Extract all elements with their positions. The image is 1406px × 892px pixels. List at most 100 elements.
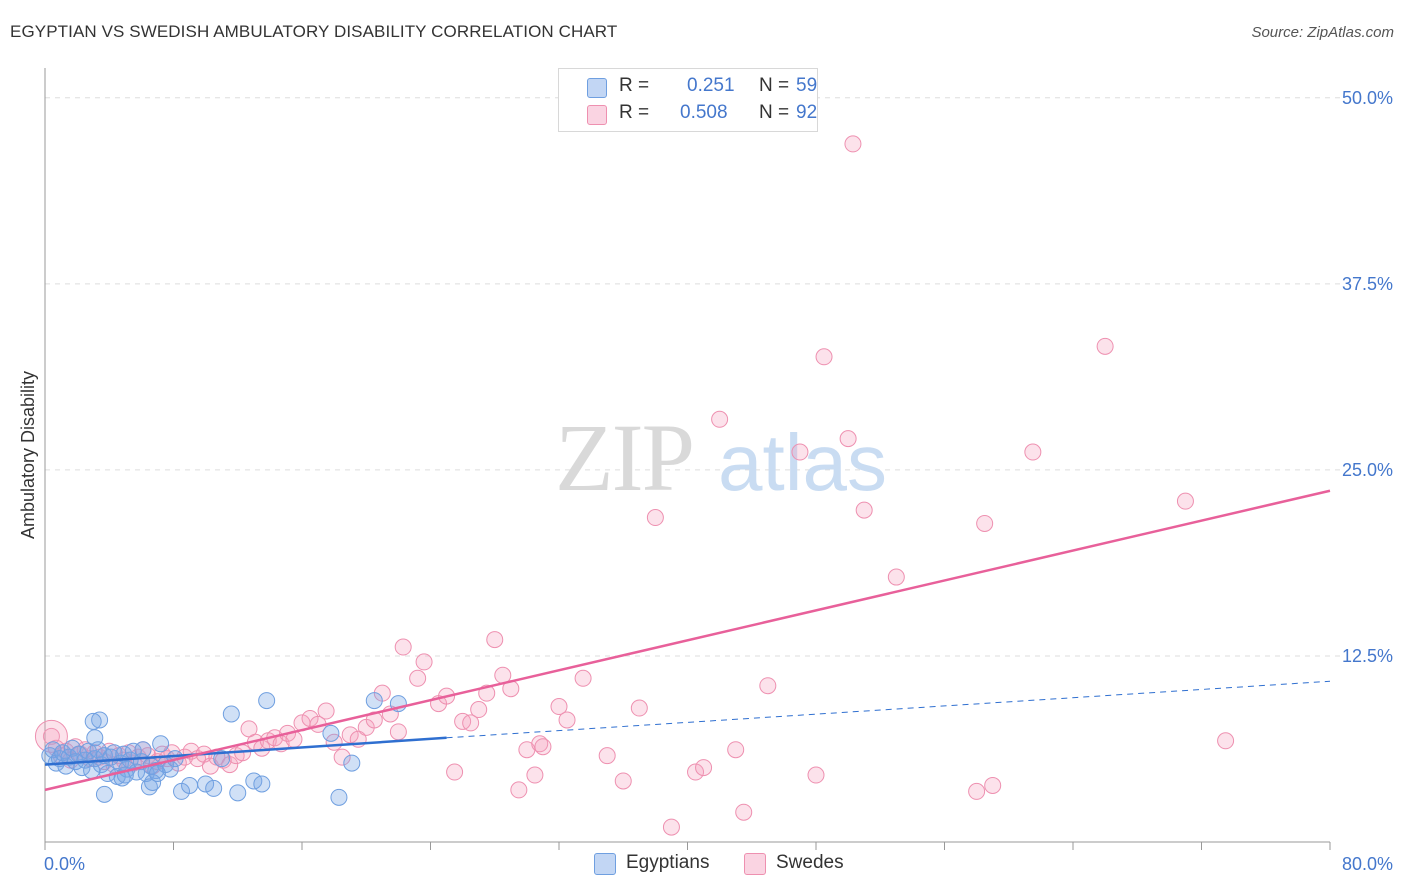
egyptian-point (181, 776, 199, 794)
swede-point (446, 763, 464, 781)
swede-point (844, 135, 862, 153)
egyptian-point (213, 750, 231, 768)
chart-title: EGYPTIAN VS SWEDISH AMBULATORY DISABILIT… (10, 22, 618, 41)
y-tick-label: 37.5% (1342, 274, 1393, 294)
grid-lines (45, 97, 1340, 657)
swede-point (574, 669, 592, 687)
swede-point (526, 766, 544, 784)
swede-point (470, 701, 488, 719)
r-value-swedes: 0.508 (680, 102, 728, 123)
swede-point (759, 677, 777, 695)
swede-point (976, 514, 994, 532)
swede-point (317, 702, 335, 720)
swede-point (646, 509, 664, 527)
swede-point (598, 747, 616, 765)
swede-point (887, 568, 905, 586)
swede-point (394, 638, 412, 656)
swede-point (968, 782, 986, 800)
egyptian-point (44, 741, 62, 759)
swede-point (791, 443, 809, 461)
swedes-swatch (587, 105, 607, 125)
swede-point (550, 698, 568, 716)
egyptian-point (84, 712, 102, 730)
axes (44, 68, 1331, 850)
swede-point (409, 669, 427, 687)
correlation-legend: R = 0.251 N = 59 R = 0.508 N = 92 (558, 68, 818, 132)
swede-point (711, 410, 729, 428)
x-tick-label: 80.0% (1342, 854, 1393, 874)
egyptians-trend-line (44, 736, 447, 766)
n-value-swedes: 92 (796, 102, 818, 123)
swedes-trend-line (44, 489, 1331, 792)
egyptians-swatch (587, 78, 607, 98)
egyptian-point (253, 775, 271, 793)
swedes-legend-swatch (744, 853, 766, 875)
n-value-egyptians: 59 (796, 75, 818, 96)
swede-point (614, 772, 632, 790)
egyptian-point (152, 735, 170, 753)
egyptian-point (258, 692, 276, 710)
swede-point (462, 714, 480, 732)
egyptians-legend-label: Egyptians (626, 852, 710, 873)
egyptian-point (330, 788, 348, 806)
egyptian-point (91, 711, 109, 729)
n-label: N = (759, 102, 790, 123)
y-tick-label: 50.0% (1342, 88, 1393, 108)
swede-point (839, 430, 857, 448)
swede-point (727, 741, 745, 759)
egyptian-point (144, 773, 162, 791)
egyptian-point (205, 779, 223, 797)
r-value-egyptians: 0.251 (687, 75, 735, 96)
egyptians-points (41, 692, 407, 806)
swede-point (1176, 492, 1194, 510)
swede-point (558, 711, 576, 729)
swede-point (1096, 337, 1114, 355)
y-tick-label: 25.0% (1342, 460, 1393, 480)
egyptian-point (95, 785, 113, 803)
swede-point (510, 781, 528, 799)
swede-point (630, 699, 648, 717)
swede-point (735, 803, 753, 821)
swede-point (662, 818, 680, 836)
swede-point (365, 711, 383, 729)
r-label: R = (619, 75, 650, 96)
swede-point (389, 723, 407, 741)
source-label: Source: ZipAtlas.com (1251, 24, 1394, 41)
n-label: N = (759, 75, 790, 96)
egyptian-point (343, 754, 361, 772)
egyptian-point (222, 705, 240, 723)
swede-point (534, 738, 552, 756)
egyptian-point (148, 765, 166, 783)
swede-point (1024, 443, 1042, 461)
swede-point (695, 759, 713, 777)
egyptian-point (365, 692, 383, 710)
swede-point (1217, 732, 1235, 750)
x-tick-label: 0.0% (44, 854, 85, 874)
egyptian-point (86, 729, 104, 747)
swede-point (531, 735, 549, 753)
swede-point (815, 348, 833, 366)
y-axis-label: Ambulatory Disability (18, 371, 38, 539)
egyptian-point (63, 739, 81, 757)
swede-point (807, 766, 825, 784)
egyptian-point (197, 775, 215, 793)
egyptian-point (134, 741, 152, 759)
swede-point (341, 726, 359, 744)
egyptians-trend-extension (446, 680, 1331, 739)
watermark-zip: ZIP (555, 404, 693, 511)
swede-point (687, 763, 705, 781)
egyptian-point (322, 724, 340, 742)
r-label: R = (619, 102, 650, 123)
swede-point (984, 776, 1002, 794)
watermark-atlas: atlas (718, 418, 887, 507)
swedes-legend-label: Swedes (776, 852, 844, 873)
egyptian-point (140, 778, 158, 796)
swede-point (415, 653, 433, 671)
swede-point (855, 501, 873, 519)
swede-point (333, 748, 351, 766)
tick-labels: 12.5% 25.0% 37.5% 50.0% 0.0% 80.0% (44, 88, 1393, 874)
egyptian-point (229, 784, 247, 802)
swede-point (486, 631, 504, 649)
watermark: ZIP atlas (555, 404, 887, 511)
